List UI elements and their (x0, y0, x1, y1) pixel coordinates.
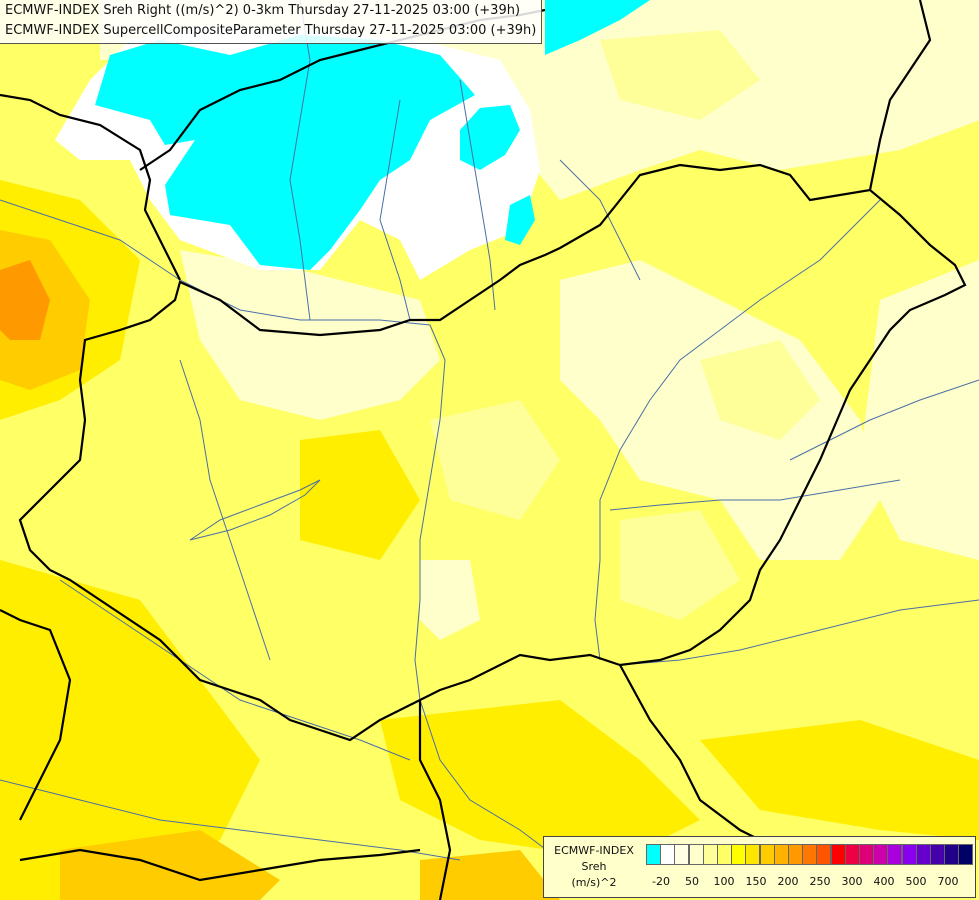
field-light-4 (620, 510, 740, 620)
legend-swatch (901, 844, 917, 865)
river-szamos (789, 379, 979, 461)
field-pale-south (420, 560, 480, 640)
legend-swatch (717, 844, 732, 865)
legend-swatch (773, 844, 789, 865)
legend-swatch (887, 844, 903, 865)
field-orange-south (60, 830, 280, 900)
river-lake-balaton (189, 479, 321, 541)
map-title-line-2: ECMWF-INDEX SupercellCompositeParameter … (5, 23, 537, 38)
legend-label: ECMWF-INDEX Sreh (m/s)^2 (544, 843, 644, 891)
field-light-1 (600, 30, 760, 120)
field-light-2 (700, 340, 820, 440)
legend-swatch (958, 844, 974, 865)
legend-swatch (660, 844, 676, 865)
legend-swatch (873, 844, 889, 865)
legend-swatch (674, 844, 690, 865)
river-drava (59, 579, 411, 761)
field-cyan-northeast (545, 0, 650, 55)
field-pale-east (860, 260, 979, 560)
field-pale-north (100, 0, 979, 200)
legend-swatch (788, 844, 803, 865)
legend-tick-label: 400 (873, 875, 895, 888)
legend-variable: Sreh (581, 860, 607, 873)
river-hron (459, 79, 496, 311)
legend-tick-label: 100 (713, 875, 735, 888)
legend-swatch (844, 844, 860, 865)
border-romania-serbia (619, 664, 781, 851)
legend-swatch (802, 844, 818, 865)
legend-tick-label: 150 (745, 875, 767, 888)
legend-swatch (731, 844, 747, 865)
border-south-bih (19, 848, 421, 882)
field-cyan-north (95, 35, 475, 270)
legend-tick-label: 50 (685, 875, 699, 888)
legend-swatch (702, 844, 718, 865)
river-vah (379, 99, 411, 321)
legend-model: ECMWF-INDEX (554, 844, 634, 857)
color-legend: ECMWF-INDEX Sreh (m/s)^2 -20 50 100 150 200 2… (543, 836, 976, 898)
rivers (0, 0, 979, 881)
legend-tick-label: 200 (777, 875, 799, 888)
legend-swatch (915, 844, 931, 865)
field-light-3 (430, 400, 560, 520)
border-hungary (18, 163, 967, 742)
river-tisza (594, 199, 881, 661)
field-gold-southwest (0, 560, 260, 900)
border-austria-czech (0, 93, 181, 281)
legend-swatch (688, 844, 704, 865)
map-title-line-1: ECMWF-INDEX Sreh Right ((m/s)^2) 0-3km T… (5, 3, 521, 18)
legend-unit: (m/s)^2 (571, 876, 617, 889)
legend-swatch (745, 844, 761, 865)
legend-swatch (859, 844, 874, 865)
map-title-box: ECMWF-INDEX Sreh Right ((m/s)^2) 0-3km T… (0, 0, 542, 44)
field-darkorange-west (0, 260, 50, 340)
river-raba (179, 359, 271, 661)
field-cyan-blob-2 (505, 195, 535, 245)
legend-tick-label: 500 (905, 875, 927, 888)
legend-swatch (830, 844, 846, 865)
field-gold-southeast (700, 720, 979, 840)
border-croatia-serbia (418, 700, 452, 900)
border-slovenia-croatia (0, 609, 72, 821)
legend-swatch (759, 844, 775, 865)
legend-swatch (646, 844, 661, 865)
field-cyan-blob-1 (460, 105, 520, 170)
legend-swatch (816, 844, 832, 865)
field-gold-central (300, 430, 420, 560)
river-ipoly (559, 159, 641, 281)
legend-swatch (944, 844, 960, 865)
river-sava (0, 779, 461, 861)
river-maros (619, 599, 979, 666)
legend-tick-label: 700 (937, 875, 959, 888)
river-morava (289, 0, 311, 321)
river-koros (609, 479, 901, 511)
legend-tick-label: 250 (809, 875, 831, 888)
legend-swatch (930, 844, 945, 865)
legend-tick-label: 300 (841, 875, 863, 888)
legend-tick-label: -20 (652, 875, 670, 888)
field-gold-south (380, 700, 700, 860)
field-orange-southcentral (420, 850, 560, 900)
border-ukraine-romania (868, 0, 932, 191)
